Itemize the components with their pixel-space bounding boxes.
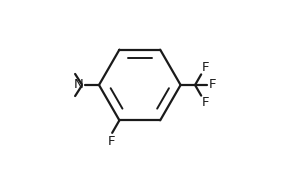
Text: N: N xyxy=(74,79,84,91)
Text: F: F xyxy=(208,79,216,91)
Text: F: F xyxy=(202,61,210,74)
Text: F: F xyxy=(108,135,116,148)
Text: F: F xyxy=(202,96,210,109)
